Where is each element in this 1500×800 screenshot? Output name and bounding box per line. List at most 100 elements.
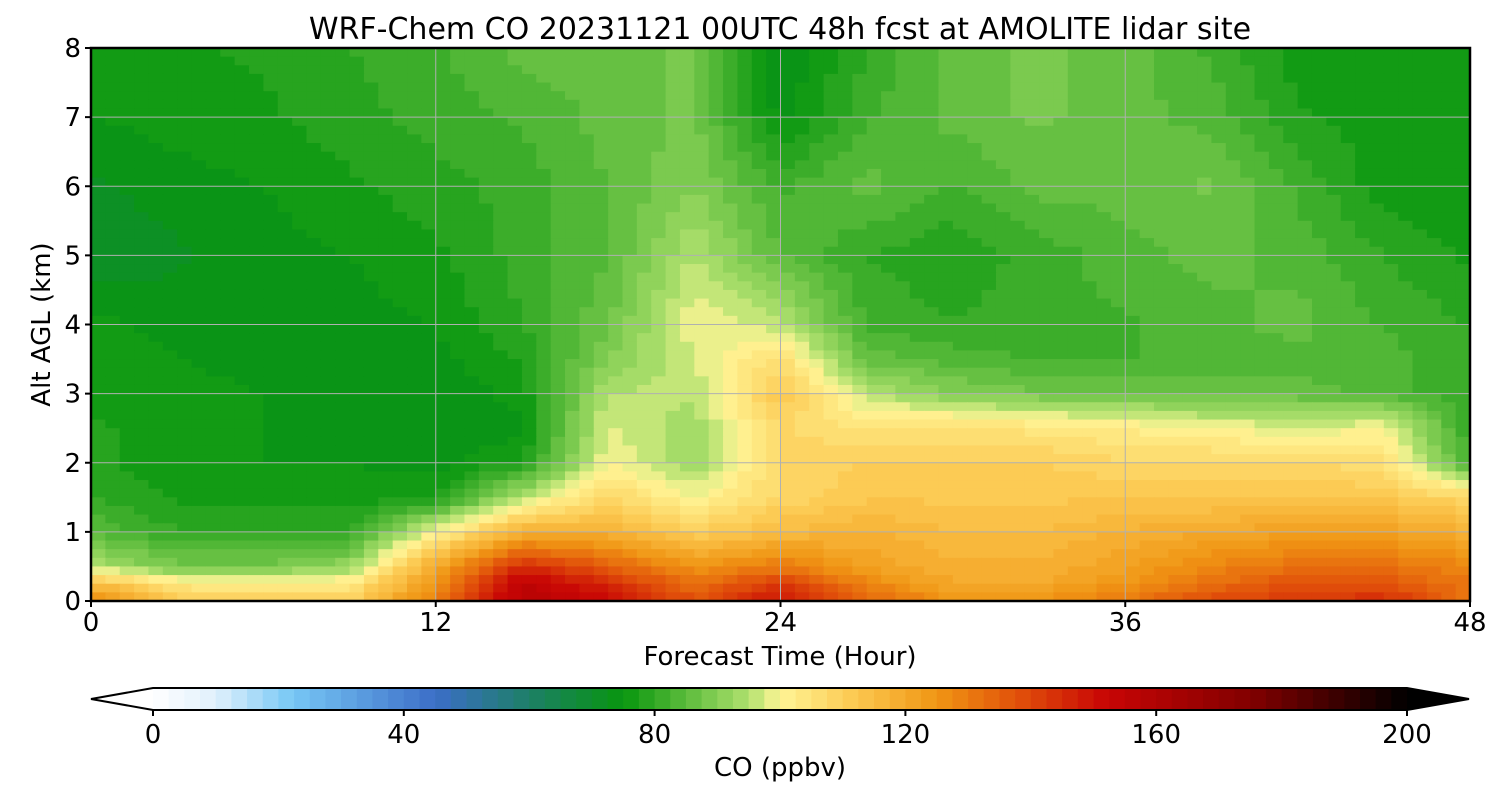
heatmap-cell	[1067, 454, 1083, 464]
heatmap-cell	[780, 376, 796, 386]
heatmap-cell	[421, 480, 437, 490]
heatmap-cell	[507, 99, 523, 110]
heatmap-cell	[593, 402, 609, 412]
heatmap-cell	[565, 454, 580, 464]
heatmap-cell	[1211, 91, 1227, 101]
heatmap-cell	[1153, 410, 1169, 421]
heatmap-cell	[895, 272, 911, 282]
heatmap-cell	[909, 359, 925, 369]
heatmap-cell	[292, 151, 308, 161]
heatmap-cell	[1426, 246, 1442, 256]
heatmap-cell	[1197, 151, 1213, 161]
heatmap-cell	[392, 436, 408, 447]
heatmap-cell	[981, 359, 997, 369]
heatmap-cell	[1355, 341, 1371, 352]
heatmap-cell	[895, 359, 911, 369]
heatmap-cell	[622, 56, 638, 66]
heatmap-cell	[249, 56, 264, 66]
heatmap-cell	[1297, 143, 1313, 153]
heatmap-cell	[1139, 471, 1155, 481]
heatmap-cell	[565, 393, 580, 403]
heatmap-cell	[119, 143, 135, 153]
heatmap-cell	[780, 350, 796, 360]
heatmap-cell	[1240, 194, 1256, 205]
heatmap-cell	[119, 324, 135, 334]
heatmap-cell	[91, 410, 106, 421]
heatmap-cell	[1053, 91, 1069, 101]
heatmap-cell	[852, 264, 868, 274]
heatmap-cell	[1211, 160, 1227, 170]
heatmap-cell	[1254, 454, 1270, 464]
heatmap-cell	[191, 445, 207, 455]
heatmap-cell	[1268, 488, 1284, 498]
heatmap-cell	[866, 186, 882, 196]
heatmap-cell	[938, 65, 954, 75]
heatmap-cell	[1311, 255, 1327, 265]
heatmap-cell	[191, 125, 207, 136]
heatmap-cell	[550, 367, 566, 377]
heatmap-cell	[507, 376, 523, 386]
heatmap-cell	[464, 255, 480, 265]
heatmap-cell	[1311, 289, 1327, 300]
heatmap-cell	[1369, 480, 1385, 490]
heatmap-cell	[967, 238, 983, 248]
heatmap-cell	[751, 307, 767, 317]
heatmap-cell	[981, 186, 997, 196]
heatmap-cell	[1067, 359, 1083, 369]
heatmap-cell	[823, 367, 839, 377]
heatmap-cell	[1268, 341, 1284, 352]
heatmap-cell	[1082, 359, 1098, 369]
heatmap-cell	[723, 48, 738, 58]
heatmap-cell	[737, 289, 753, 300]
heatmap-cell	[837, 341, 853, 352]
heatmap-cell	[967, 246, 983, 256]
heatmap-cell	[909, 454, 925, 464]
heatmap-cell	[1225, 289, 1241, 300]
heatmap-cell	[1426, 151, 1442, 161]
heatmap-cell	[852, 255, 868, 265]
heatmap-cell	[435, 220, 451, 231]
heatmap-cell	[234, 419, 250, 429]
heatmap-cell	[1355, 246, 1371, 256]
heatmap-cell	[565, 48, 580, 58]
heatmap-cell	[1110, 471, 1126, 481]
heatmap-cell	[1211, 117, 1227, 127]
heatmap-cell	[651, 48, 667, 58]
heatmap-cell	[119, 48, 135, 58]
heatmap-cell	[852, 212, 868, 222]
heatmap-cell	[1426, 341, 1442, 352]
heatmap-cell	[205, 428, 221, 438]
heatmap-cell	[550, 229, 566, 239]
heatmap-cell	[134, 333, 150, 343]
heatmap-cell	[1355, 238, 1371, 248]
heatmap-cell	[565, 376, 580, 386]
heatmap-cell	[1010, 359, 1026, 369]
heatmap-cell	[148, 151, 164, 161]
heatmap-cell	[1455, 186, 1471, 196]
heatmap-cell	[191, 471, 207, 481]
heatmap-cell	[1197, 212, 1213, 222]
heatmap-cell	[866, 246, 882, 256]
heatmap-cell	[665, 168, 681, 179]
heatmap-cell	[292, 428, 308, 438]
heatmap-cell	[751, 108, 767, 118]
heatmap-cell	[995, 56, 1011, 66]
heatmap-cell	[809, 462, 825, 472]
heatmap-cell	[335, 428, 351, 438]
heatmap-cell	[205, 255, 221, 265]
heatmap-cell	[134, 186, 150, 196]
heatmap-cell	[924, 151, 940, 161]
heatmap-cell	[1067, 307, 1083, 317]
heatmap-cell	[1311, 186, 1327, 196]
heatmap-cell	[1125, 264, 1141, 274]
heatmap-cell	[1168, 220, 1184, 231]
heatmap-cell	[205, 289, 221, 300]
heatmap-cell	[407, 410, 422, 421]
heatmap-cell	[1383, 480, 1399, 490]
heatmap-cell	[1340, 350, 1356, 360]
heatmap-cell	[1139, 359, 1155, 369]
heatmap-cell	[363, 212, 379, 222]
heatmap-cell	[1067, 220, 1083, 231]
heatmap-cell	[363, 238, 379, 248]
heatmap-cell	[1010, 56, 1026, 66]
